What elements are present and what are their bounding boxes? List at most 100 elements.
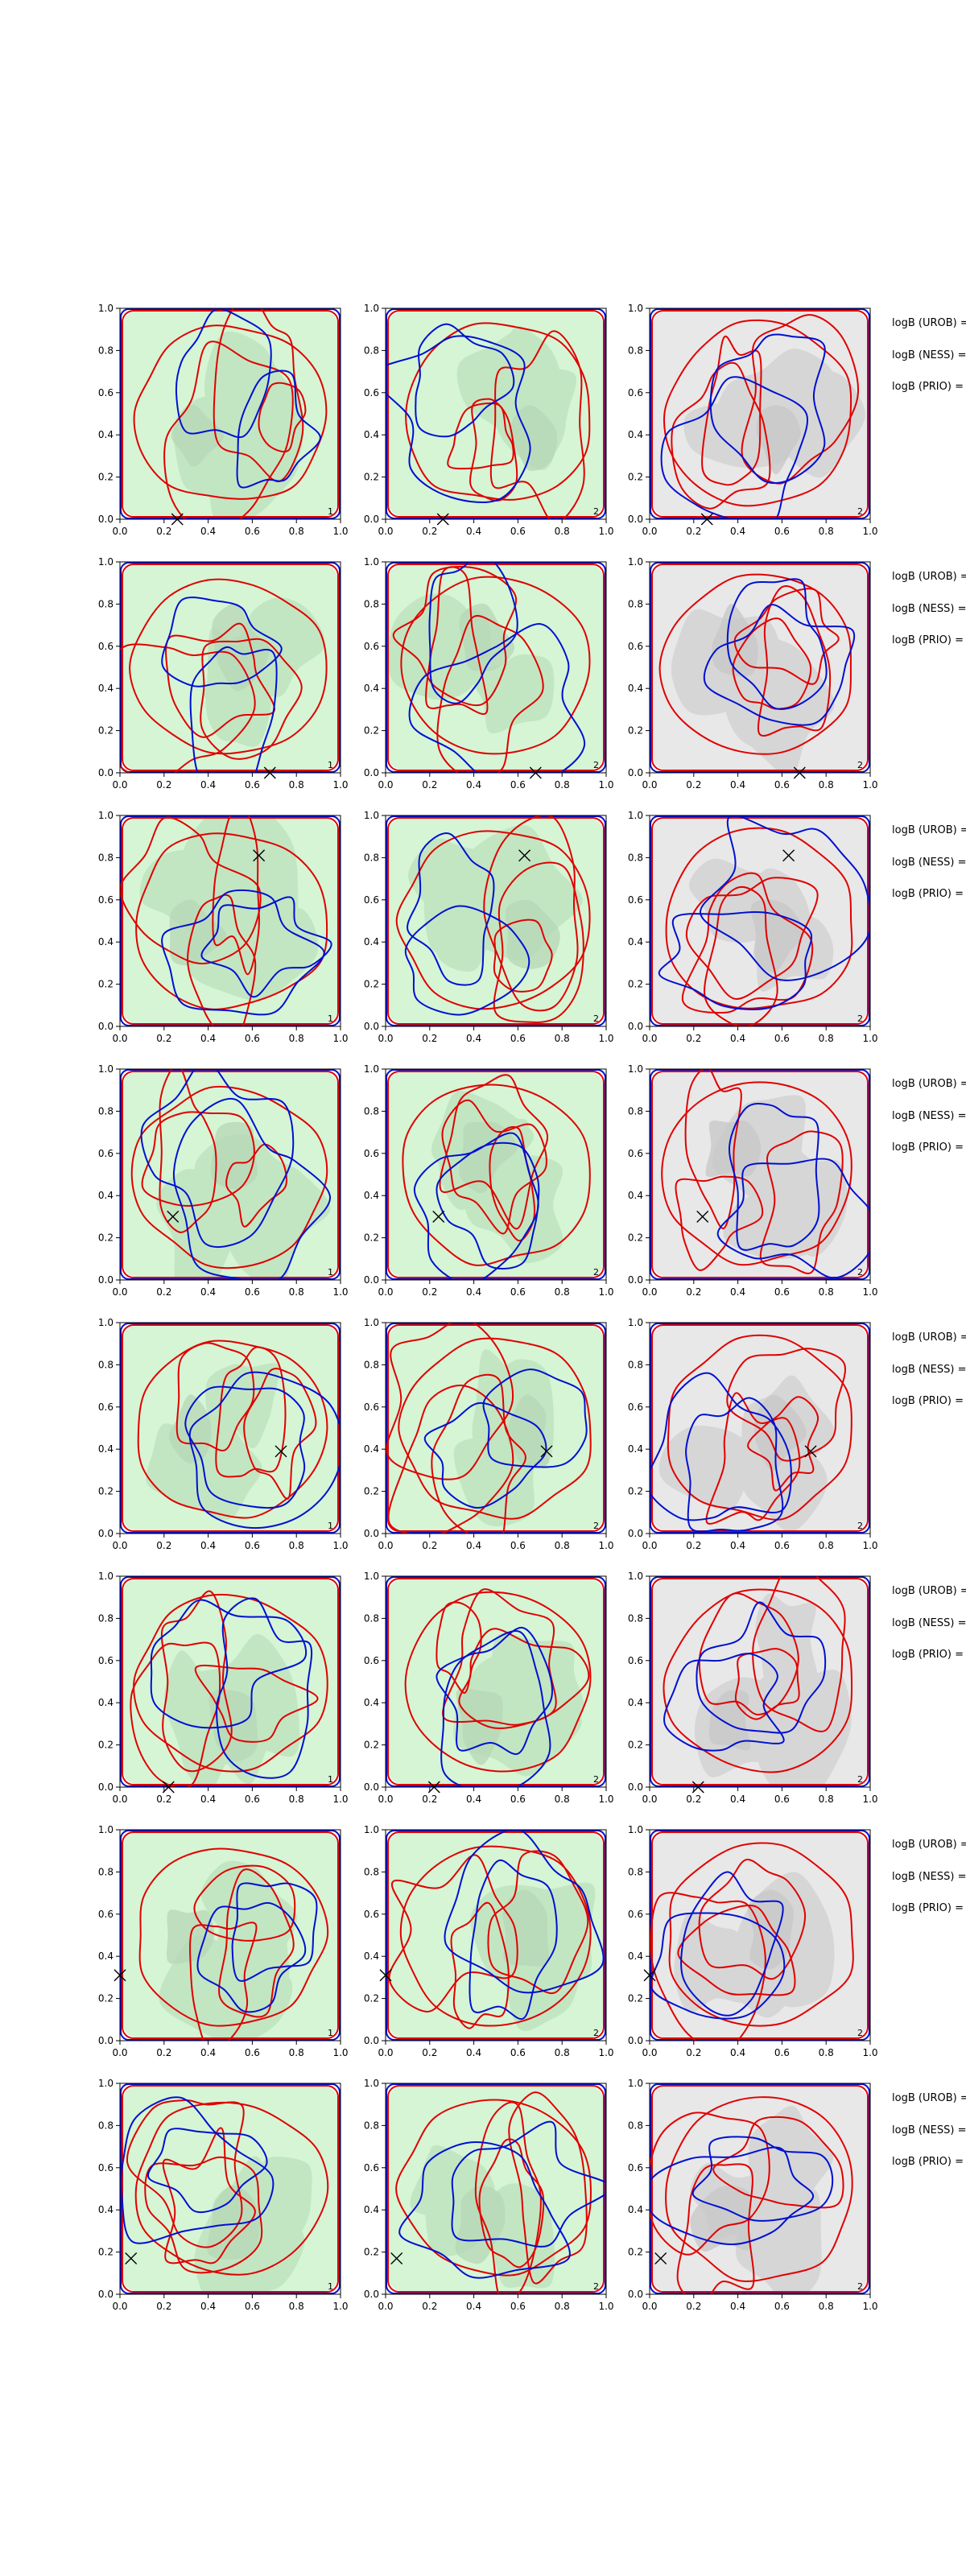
y-tick-label: 0.8 — [364, 852, 379, 863]
blue-contour-line — [120, 308, 341, 519]
red-contour-line — [133, 324, 328, 500]
x-tick-label: 0.6 — [245, 2301, 260, 2312]
y-tick-label: 0.4 — [364, 2204, 379, 2215]
y-tick-label: 0.6 — [628, 1148, 643, 1159]
x-marker — [696, 1210, 709, 1223]
red-contour-line — [668, 1842, 854, 2027]
red-contour-line — [144, 2156, 263, 2274]
x-tick-label: 0.6 — [510, 2301, 526, 2312]
y-tick-label: 0.8 — [364, 1105, 379, 1117]
x-tick-label: 0.2 — [686, 1540, 701, 1551]
side-label-prio: logB (PRIO) = — [892, 1395, 964, 1407]
x-tick-label: 1.0 — [598, 1540, 613, 1551]
red-contour-line — [213, 308, 304, 483]
y-tick-label: 0.0 — [98, 514, 114, 525]
y-tick-label: 0.6 — [364, 641, 379, 652]
x-tick-label: 0.0 — [642, 1540, 657, 1551]
x-tick-label: 0.2 — [686, 779, 701, 791]
filled-contour-inner — [171, 404, 225, 467]
red-contour-line — [493, 919, 553, 993]
blue-contour-line — [216, 1597, 313, 1779]
y-tick-label: 0.6 — [628, 894, 643, 906]
x-tick-label: 0.6 — [245, 1794, 260, 1805]
red-contour-line — [122, 1578, 339, 1785]
x-tick-label: 0.2 — [156, 1794, 171, 1805]
y-tick-label: 0.6 — [628, 387, 643, 398]
x-tick-label: 1.0 — [332, 1033, 348, 1044]
x-tick-label: 0.8 — [819, 1033, 834, 1044]
y-tick-label: 0.0 — [98, 1021, 114, 1032]
y-tick-label: 0.0 — [98, 767, 114, 778]
corner-label: 2 — [857, 1013, 863, 1024]
red-contour-line — [387, 1578, 605, 1785]
blue-contour-line — [423, 1402, 547, 1509]
red-contour-line — [200, 638, 303, 760]
blue-contour-line — [699, 815, 870, 981]
y-tick-label: 0.2 — [628, 979, 643, 990]
red-contour-line — [474, 2101, 542, 2294]
side-label-group: logB (UROB) = logB (NESS) = logB (PRIO) = l… — [892, 317, 966, 2168]
red-contour-line — [395, 2099, 592, 2277]
red-contour-line — [651, 310, 869, 518]
side-label-urob: logB (UROB) = — [892, 317, 966, 329]
filled-contour-mid — [470, 654, 555, 734]
x-tick-label: 0.8 — [289, 1033, 304, 1044]
panel-r6-c3: 2 0.00.0 0.2 0.2 0.4 0.4 0.6 0.6 0.8 0.8 1.0 1.0 — [628, 1571, 878, 1805]
corner-label: 1 — [328, 1013, 333, 1024]
x-tick-label: 0.8 — [555, 1794, 570, 1805]
y-tick-label: 0.0 — [364, 767, 379, 778]
x-tick-label: 0.2 — [156, 1286, 171, 1298]
panel-r3-c2: 2 0.00.0 0.2 0.2 0.4 0.4 0.6 0.6 0.8 0.8 1.0 1.0 — [364, 810, 614, 1044]
corner-label: 2 — [857, 760, 863, 770]
red-contour-line — [162, 2127, 256, 2264]
x-tick-label: 1.0 — [598, 526, 613, 537]
y-tick-label: 0.8 — [98, 1359, 114, 1370]
y-tick-label: 0.8 — [98, 852, 114, 863]
filled-contour-inner — [756, 405, 801, 475]
red-contour-line — [215, 1346, 287, 1478]
red-contour-line — [194, 1664, 319, 1743]
x-tick-label: 0.2 — [156, 1540, 171, 1551]
red-contour-line — [398, 1337, 592, 1520]
x-tick-label: 0.8 — [819, 526, 834, 537]
red-contour-line — [651, 1578, 869, 1785]
y-tick-label: 0.6 — [98, 1402, 114, 1413]
blue-contour-line — [147, 2128, 268, 2213]
x-tick-label: 0.0 — [378, 779, 393, 791]
blue-contour-line — [680, 1871, 784, 2017]
x-tick-label: 0.4 — [466, 1794, 481, 1805]
y-tick-label: 0.4 — [628, 1951, 643, 1962]
blue-contour-line — [120, 1069, 341, 1280]
filled-contour-inner — [455, 2185, 506, 2264]
x-tick-label: 0.4 — [466, 1033, 481, 1044]
y-tick-label: 0.0 — [628, 767, 643, 778]
y-tick-label: 0.0 — [628, 1021, 643, 1032]
blue-contour-line — [386, 815, 606, 1026]
x-tick-label: 0.4 — [200, 1286, 216, 1298]
blue-contour-line — [660, 376, 808, 519]
y-tick-label: 0.2 — [98, 472, 114, 483]
corner-label: 2 — [857, 506, 863, 517]
blue-contour-line — [663, 1653, 785, 1752]
corner-label: 2 — [593, 506, 599, 517]
axes-frame — [385, 2083, 607, 2295]
blue-contour-line — [386, 1323, 606, 1534]
y-tick-label: 0.6 — [98, 387, 114, 398]
corner-label: 2 — [593, 760, 599, 770]
blue-contour-line — [196, 1901, 307, 2013]
blue-contour-line — [482, 1368, 588, 1468]
blue-contour-line — [398, 2141, 571, 2279]
filled-contour-inner — [207, 2185, 260, 2260]
x-tick-label: 0.8 — [289, 526, 304, 537]
x-tick-label: 1.0 — [862, 1286, 877, 1298]
blue-contour-line — [650, 1576, 870, 1787]
red-contour-line — [130, 1085, 328, 1269]
y-tick-label: 0.0 — [628, 1528, 643, 1539]
blue-contour-line — [469, 1859, 558, 2021]
panel-r1-c2: 2 0.00.0 0.2 0.2 0.4 0.4 0.6 0.6 0.8 0.8 1.0 1.0 — [364, 303, 614, 537]
y-tick-label: 0.4 — [98, 2204, 114, 2215]
x-tick-label: 0.2 — [156, 2047, 171, 2058]
panel-r4-c1: 1 0.00.0 0.2 0.2 0.4 0.4 0.6 0.6 0.8 0.8 1.0 1.0 — [98, 1063, 349, 1298]
y-tick-label: 0.0 — [98, 1528, 114, 1539]
